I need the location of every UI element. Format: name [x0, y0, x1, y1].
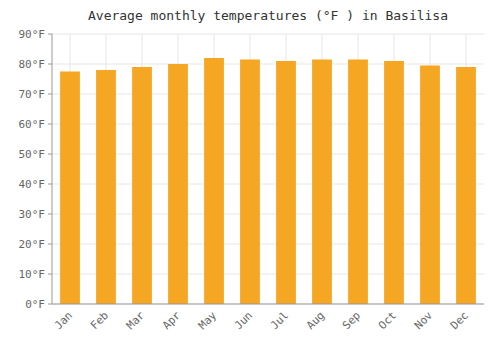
x-tick-label: Jul — [268, 309, 291, 332]
x-tick-label: Jun — [232, 309, 255, 332]
y-axis-line — [52, 34, 53, 304]
grid-line-y — [52, 214, 484, 215]
x-tick-label: Jan — [52, 309, 75, 332]
bar — [276, 61, 296, 304]
y-tick-label: 80°F — [19, 58, 46, 71]
grid — [52, 34, 484, 304]
x-tick-label: Dec — [448, 309, 471, 332]
bar — [96, 70, 116, 304]
bar — [60, 72, 80, 305]
y-tick — [48, 154, 52, 155]
x-tick-label: Feb — [88, 309, 111, 332]
y-tick-label: 90°F — [19, 28, 46, 41]
y-tick-label: 0°F — [25, 298, 45, 311]
bar — [132, 67, 152, 304]
title: Average monthly temperatures (°F ) in Ba… — [88, 8, 448, 23]
x-tick-label: May — [196, 309, 220, 333]
y-tick — [48, 304, 52, 305]
y-tick — [48, 274, 52, 275]
y-tick-label: 50°F — [19, 148, 46, 161]
bar — [420, 66, 440, 305]
x-tick-label: Nov — [412, 309, 436, 333]
y-tick-label: 40°F — [19, 178, 46, 191]
x-tick-label: Aug — [304, 309, 327, 332]
grid-line-y — [52, 64, 484, 65]
x-tick-label: Apr — [160, 309, 184, 333]
grid-line-y — [52, 94, 484, 95]
y-tick-label: 10°F — [19, 268, 46, 281]
x-tick-label: Mar — [124, 309, 148, 333]
grid-line-y — [52, 124, 484, 125]
y-tick — [48, 124, 52, 125]
y-tick-label: 30°F — [19, 208, 46, 221]
y-tick — [48, 214, 52, 215]
y-tick-label: 20°F — [19, 238, 46, 251]
bar — [312, 60, 332, 305]
y-tick-label: 70°F — [19, 88, 46, 101]
y-tick — [48, 94, 52, 95]
x-axis-line — [52, 304, 484, 305]
bar — [456, 67, 476, 304]
grid-line-y — [52, 274, 484, 275]
bar — [204, 58, 224, 304]
y-tick — [48, 34, 52, 35]
bar — [348, 60, 368, 305]
chart-container: 0°F 10°F 20°F 30°F 40°F 50°F 60°F 70°F 80°F 90°F J… — [0, 0, 500, 350]
grid-line-y — [52, 184, 484, 185]
bar — [240, 60, 260, 305]
y-tick — [48, 64, 52, 65]
x-tick-label: Sep — [340, 309, 363, 332]
bars — [60, 58, 476, 304]
x-tick-label: Oct — [376, 309, 399, 332]
y-tick-label: 60°F — [19, 118, 46, 131]
bar — [168, 64, 188, 304]
grid-line-y — [52, 34, 484, 35]
y-tick — [48, 244, 52, 245]
y-tick — [48, 184, 52, 185]
grid-line-y — [52, 304, 484, 305]
grid-line-y — [52, 244, 484, 245]
grid-line-y — [52, 154, 484, 155]
chart-svg: 0°F 10°F 20°F 30°F 40°F 50°F 60°F 70°F 80°F 90°F J… — [0, 0, 500, 350]
bar — [384, 61, 404, 304]
